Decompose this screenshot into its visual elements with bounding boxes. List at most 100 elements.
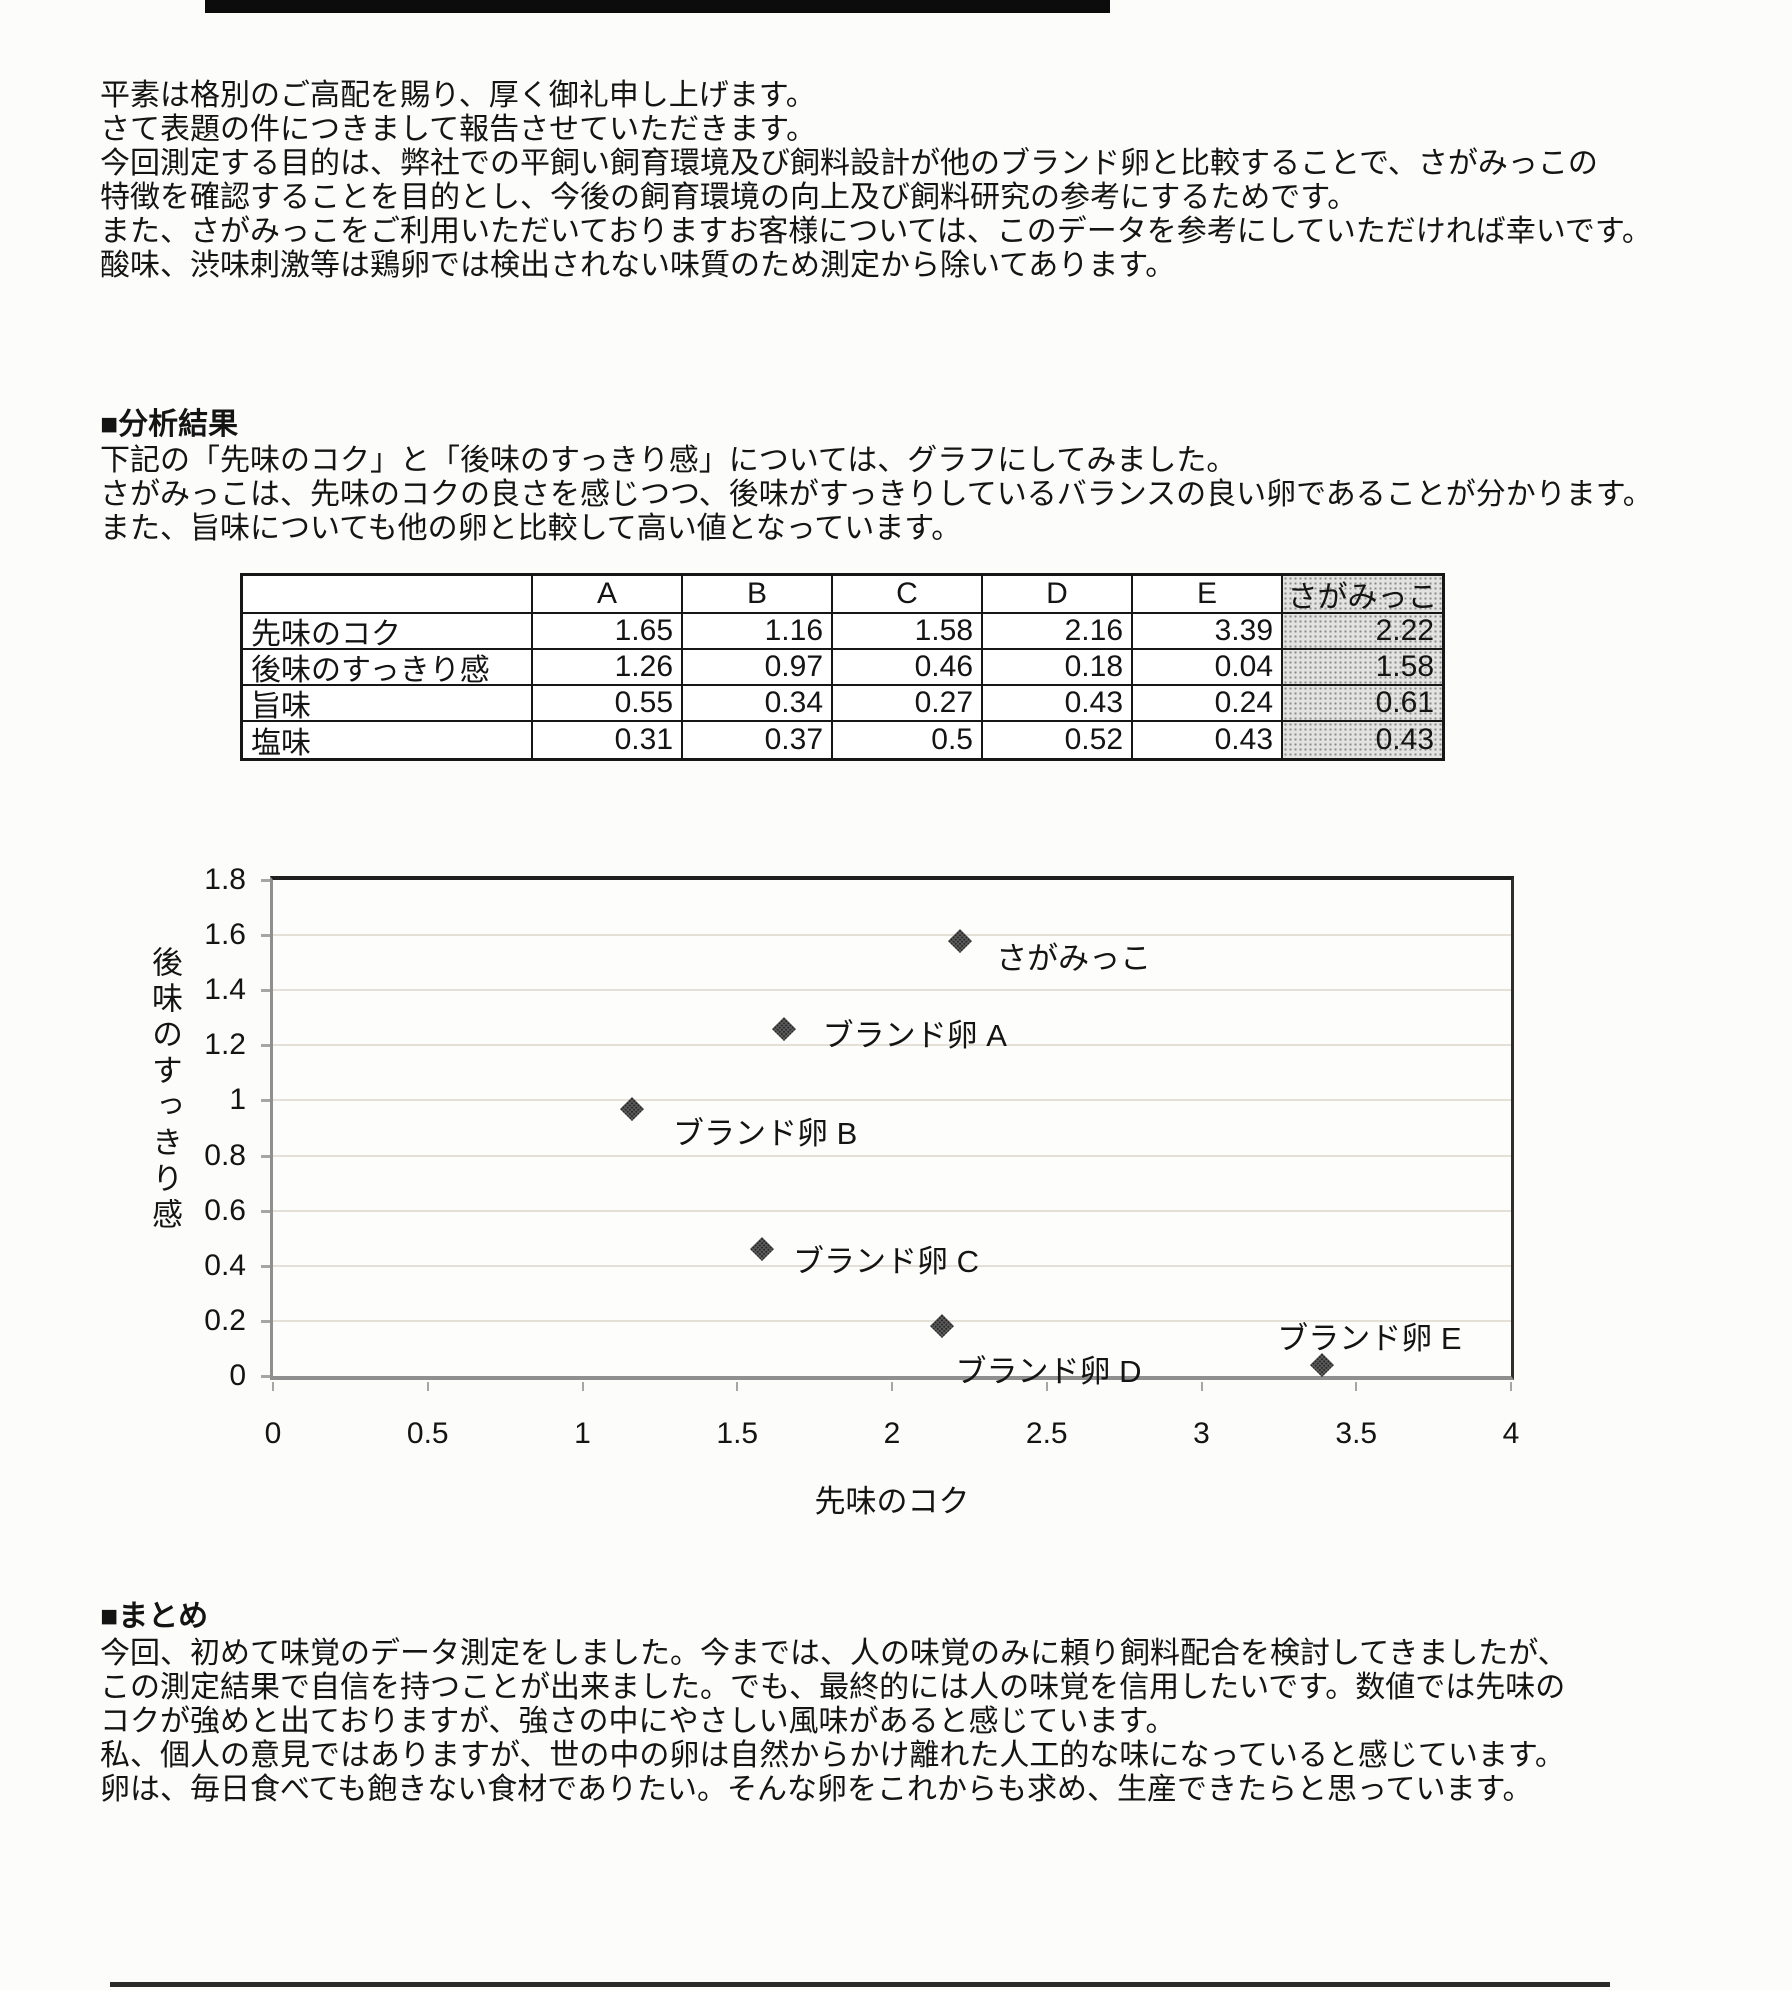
- y-tick-label: 1.2: [204, 1028, 246, 1062]
- text-line: さがみっこは、先味のコクの良さを感じつつ、後味がすっきりしているバランスの良い卵…: [100, 478, 1653, 511]
- text-line: 今回測定する目的は、弊社での平飼い飼育環境及び飼料設計が他のブランド卵と比較する…: [100, 147, 1598, 180]
- table-header-cell: D: [983, 576, 1133, 614]
- scan-artifact-bottom-line: [110, 1982, 1610, 1987]
- y-tick-label: 0.4: [204, 1248, 246, 1282]
- value-cell: 0.43: [983, 686, 1133, 722]
- x-tick-label: 4: [1502, 1417, 1520, 1450]
- table-header-cell: C: [833, 576, 983, 614]
- point-label: さがみっこ: [996, 940, 1152, 976]
- value-cell: 0.34: [683, 686, 833, 722]
- value-cell: 0.43: [1283, 722, 1442, 758]
- value-cell: 1.58: [833, 614, 983, 650]
- y-tick-label: 0: [229, 1359, 246, 1392]
- value-cell: 0.24: [1133, 686, 1283, 722]
- gridline: [273, 1209, 1511, 1212]
- row-label-cell: 旨味: [243, 686, 533, 722]
- gridline: [273, 1099, 1511, 1102]
- diamond-marker: [771, 1016, 796, 1041]
- gridline: [273, 1154, 1511, 1157]
- point-label: ブランド卵 E: [1277, 1320, 1462, 1356]
- value-cell: 0.52: [983, 722, 1133, 758]
- text-line: 卵は、毎日食べても飽きない食材でありたい。そんな卵をこれからも求め、生産できたら…: [100, 1773, 1533, 1806]
- value-cell: 0.27: [833, 686, 983, 722]
- y-tick-mark: [261, 1044, 270, 1048]
- value-cell: 0.61: [1283, 686, 1442, 722]
- value-cell: 0.55: [533, 686, 683, 722]
- table-row: 塩味 0.31 0.37 0.5 0.52 0.43 0.43: [243, 722, 1442, 758]
- x-tick-mark: [891, 1382, 893, 1391]
- table-header-cell: A: [533, 576, 683, 614]
- table-header-cell: B: [683, 576, 833, 614]
- table-row: 後味のすっきり感 1.26 0.97 0.46 0.18 0.04 1.58: [243, 650, 1442, 686]
- value-cell: 0.43: [1133, 722, 1283, 758]
- summary-paragraph: 今回、初めて味覚のデータ測定をしました。今までは、人の味覚のみに頼り飼料配合を検…: [100, 1637, 1568, 1807]
- value-cell: 0.5: [833, 722, 983, 758]
- text-line: また、さがみっこをご利用いただいておりますお客様については、このデータを参考にし…: [100, 215, 1652, 248]
- value-cell: 3.39: [1133, 614, 1283, 650]
- value-cell: 1.65: [533, 614, 683, 650]
- text-line: 下記の「先味のコク」と「後味のすっきり感」については、グラフにしてみました。: [100, 444, 1237, 477]
- text-line: 今回、初めて味覚のデータ測定をしました。今までは、人の味覚のみに頼り飼料配合を検…: [100, 1637, 1568, 1670]
- section-heading-summary: ■まとめ: [100, 1600, 209, 1633]
- table-header-cell: E: [1133, 576, 1283, 614]
- x-tick-mark: [1045, 1382, 1048, 1391]
- text-line: 平素は格別のご高配を賜り、厚く御礼申し上げます。: [100, 79, 816, 112]
- section-heading-analysis: ■分析結果: [100, 408, 239, 441]
- x-tick-label: 3.5: [1335, 1417, 1378, 1450]
- y-axis-title: 後味のすっきり感: [147, 946, 182, 1234]
- gridline: [273, 1044, 1511, 1047]
- x-tick-label: 0.5: [406, 1417, 449, 1450]
- y-tick-label: 1: [229, 1083, 246, 1117]
- x-axis-title: 先味のコク: [814, 1484, 970, 1519]
- gridline: [273, 989, 1511, 992]
- y-tick-label: 1.4: [204, 973, 246, 1007]
- gridline: [273, 1319, 1511, 1322]
- diamond-marker: [948, 928, 973, 953]
- point-label: ブランド卵 C: [793, 1244, 979, 1280]
- scan-artifact-top-bar: [205, 0, 1110, 13]
- y-tick-mark: [261, 1209, 270, 1213]
- value-cell: 1.26: [533, 650, 683, 686]
- x-tick-label: 3: [1193, 1417, 1210, 1450]
- x-tick-label: 2: [883, 1417, 901, 1450]
- x-tick-mark: [426, 1382, 429, 1391]
- row-label-cell: 後味のすっきり感: [243, 650, 533, 686]
- y-tick-mark: [261, 1264, 270, 1268]
- point-label: ブランド卵 D: [955, 1354, 1142, 1390]
- table-header-row: A B C D E さがみっこ: [243, 576, 1442, 614]
- x-tick-mark: [1355, 1382, 1358, 1391]
- y-tick-label: 0.6: [204, 1193, 246, 1227]
- gridline: [273, 934, 1511, 937]
- y-tick-mark: [261, 934, 270, 938]
- value-cell: 0.18: [983, 650, 1133, 686]
- table-header-cell: さがみっこ: [1283, 576, 1442, 614]
- y-tick-mark: [261, 1099, 270, 1103]
- text-line: さて表題の件につきまして報告させていただきます。: [100, 113, 817, 146]
- y-tick-label: 0.8: [204, 1138, 246, 1172]
- row-label-cell: 塩味: [243, 722, 533, 758]
- intro-paragraph: 平素は格別のご高配を賜り、厚く御礼申し上げます。 さて表題の件につきまして報告させ…: [100, 79, 1652, 283]
- x-tick-label: 1: [574, 1417, 591, 1450]
- table-row: 旨味 0.55 0.34 0.27 0.43 0.24 0.61: [243, 686, 1442, 722]
- text-line: コクが強めと出ておりますが、強さの中にやさしい風味があると感じています。: [100, 1705, 1176, 1738]
- table-header-cell: [243, 576, 533, 614]
- chart-plot-area: さがみっこブランド卵 A ブランド卵 B ブランド卵 C ブランド卵 D ブランド卵 E: [270, 876, 1514, 1389]
- x-tick-label: 0: [264, 1417, 282, 1450]
- gridline: [273, 1264, 1511, 1267]
- value-cell: 0.46: [833, 650, 983, 686]
- y-tick-mark: [261, 1319, 270, 1323]
- y-tick-label: 1.8: [204, 863, 246, 896]
- text-line: 酸味、渋味刺激等は鶏卵では検出されない味質のため測定から除いてあります。: [100, 249, 1176, 282]
- point-label: ブランド卵 A: [822, 1017, 1007, 1053]
- text-line: また、旨味についても他の卵と比較して高い値となっています。: [100, 512, 962, 545]
- x-tick-mark: [1510, 1382, 1512, 1391]
- row-label-cell: 先味のコク: [243, 614, 533, 650]
- taste-data-table: A B C D E さがみっこ 先味のコク 1.65 1.16 1.58 2.16 3.39 2.22 後…: [240, 573, 1445, 761]
- x-tick-label: 2.5: [1025, 1417, 1068, 1450]
- value-cell: 0.31: [533, 722, 683, 758]
- x-tick-mark: [272, 1382, 274, 1391]
- diamond-marker: [929, 1314, 954, 1339]
- y-tick-label: 0.2: [204, 1303, 246, 1337]
- point-label: ブランド卵 B: [673, 1115, 858, 1151]
